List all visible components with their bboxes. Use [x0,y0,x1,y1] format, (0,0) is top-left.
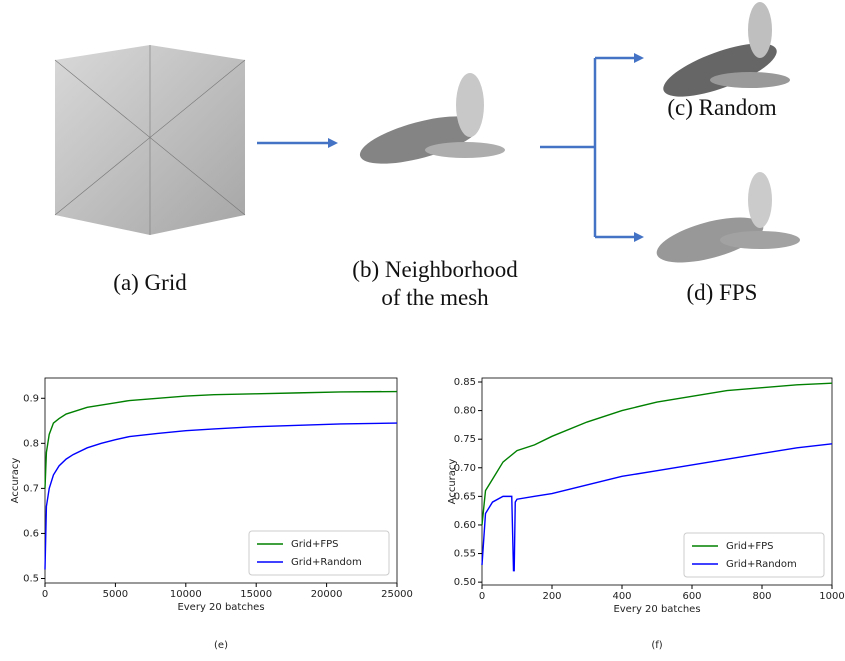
x-tick-label: 200 [542,591,561,602]
x-tick-label: 600 [682,591,701,602]
y-tick-label: 0.85 [454,377,476,388]
y-tick-label: 0.5 [23,573,39,584]
x-tick-label: 0 [42,589,48,600]
x-tick-label: 10000 [170,589,202,600]
legend-box [248,530,390,576]
y-tick-label: 0.6 [23,528,39,539]
y-tick-label: 0.9 [23,393,39,404]
legend-label: Grid+Random [726,559,797,570]
x-tick-label: 5000 [103,589,128,600]
panel-label: (e) [214,640,228,651]
plot-frame [481,377,833,586]
data-line [44,390,398,489]
x-tick-label: 1000 [819,591,844,602]
legend-box [683,532,825,578]
data-line [44,422,398,570]
data-line [481,443,833,572]
panel-label: (a) Grid [113,270,187,295]
charts: 0 5000 10000 15000 20000 250000.50.60.70.80.9… [10,377,845,651]
y-tick-label: 0.80 [454,406,476,417]
x-tick-label: 0 [479,591,485,602]
x-axis-label: Every 20 batches [613,604,700,615]
y-tick-label: 0.70 [454,463,476,474]
y-tick-label: 0.7 [23,483,39,494]
panel-label: (b) Neighborhood [352,257,518,282]
y-axis-label: Accuracy [447,459,458,505]
legend-label: Grid+FPS [726,541,774,552]
mesh-cloud [359,73,505,164]
y-tick-label: 0.8 [23,438,39,449]
x-tick-label: 20000 [311,589,343,600]
y-tick-label: 0.55 [454,549,476,560]
y-tick-label: 0.60 [454,520,476,531]
y-tick-label: 0.75 [454,434,476,445]
legend-label: Grid+Random [291,557,362,568]
panel-label: of the mesh [381,285,489,310]
y-tick-label: 0.65 [454,491,476,502]
x-axis-label: Every 20 batches [177,602,264,613]
y-axis-label: Accuracy [10,458,21,504]
panel-label: (c) Random [667,95,776,120]
panel-label: (f) [651,640,662,651]
x-tick-label: 400 [612,591,631,602]
fps-cloud [656,172,800,263]
x-tick-label: 15000 [240,589,272,600]
random-cloud [663,2,790,97]
y-tick-label: 0.50 [454,577,476,588]
panel-label: (d) FPS [687,280,758,305]
x-tick-label: 800 [752,591,771,602]
x-tick-label: 25000 [381,589,413,600]
grid-cube [54,45,246,235]
legend-label: Grid+FPS [291,539,339,550]
arrows [257,53,644,242]
data-line [481,382,833,526]
